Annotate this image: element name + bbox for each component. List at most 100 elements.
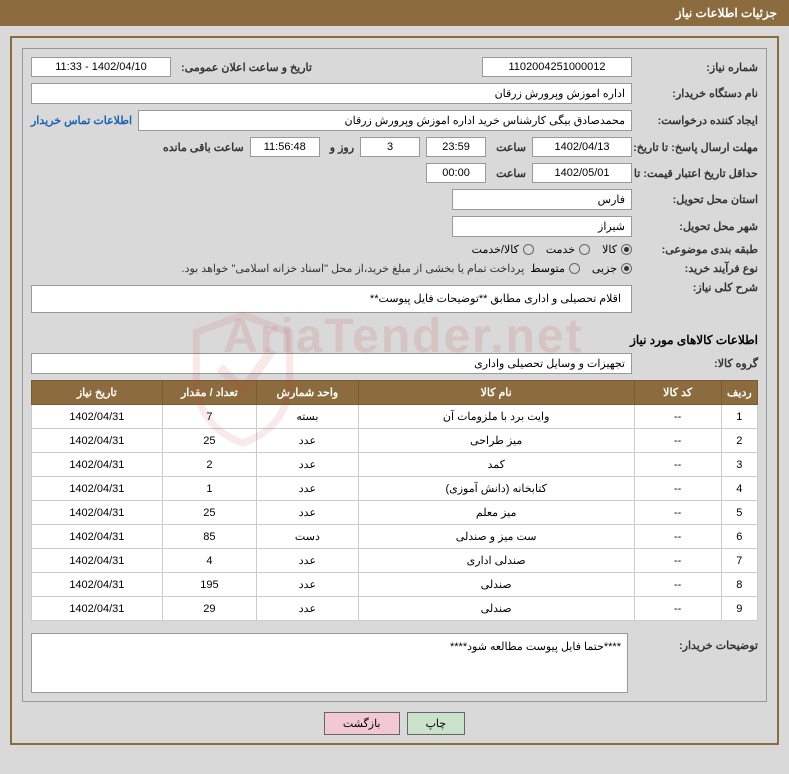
process-radio-group: جزیی متوسط xyxy=(530,262,632,275)
table-cell: 1 xyxy=(721,405,757,429)
buyer-notes-text: ****حتما فایل پیوست مطالعه شود**** xyxy=(450,641,621,653)
category-label: طبقه بندی موضوعی: xyxy=(638,243,758,256)
table-cell: عدد xyxy=(257,549,359,573)
table-cell: 2 xyxy=(721,429,757,453)
buyer-value: اداره اموزش وپرورش زرقان xyxy=(31,83,632,104)
table-cell: میز معلم xyxy=(358,501,634,525)
table-cell: -- xyxy=(634,573,721,597)
radio-dot-icon xyxy=(621,244,632,255)
radio-service[interactable]: خدمت xyxy=(546,243,590,256)
table-cell: صندلی xyxy=(358,573,634,597)
table-cell: دست xyxy=(257,525,359,549)
table-cell: 4 xyxy=(162,549,256,573)
table-cell: 2 xyxy=(162,453,256,477)
process-label: نوع فرآیند خرید: xyxy=(638,262,758,275)
table-cell: 25 xyxy=(162,501,256,525)
radio-minor[interactable]: جزیی xyxy=(592,262,632,275)
table-cell: 1402/04/31 xyxy=(32,477,163,501)
table-row: 5--میز معلمعدد251402/04/31 xyxy=(32,501,758,525)
table-row: 2--میز طراحیعدد251402/04/31 xyxy=(32,429,758,453)
radio-dot-icon xyxy=(569,263,580,274)
deadline-date: 1402/04/13 xyxy=(532,137,632,157)
need-desc-text: اقلام تحصیلی و اداری مطابق **توضیحات فای… xyxy=(370,293,621,305)
print-button[interactable]: چاپ xyxy=(407,712,466,735)
table-cell: 7 xyxy=(162,405,256,429)
page-title: جزئیات اطلاعات نیاز xyxy=(676,6,777,20)
table-cell: 25 xyxy=(162,429,256,453)
table-cell: میز طراحی xyxy=(358,429,634,453)
goods-table: ردیفکد کالانام کالاواحد شمارشتعداد / مقد… xyxy=(31,380,758,621)
table-cell: 8 xyxy=(721,573,757,597)
radio-dot-icon xyxy=(579,244,590,255)
table-cell: 5 xyxy=(721,501,757,525)
table-cell: 3 xyxy=(721,453,757,477)
announce-value: 1402/04/10 - 11:33 xyxy=(31,57,171,77)
table-row: 9--صندلیعدد291402/04/31 xyxy=(32,597,758,621)
table-cell: 1402/04/31 xyxy=(32,597,163,621)
table-cell: -- xyxy=(634,453,721,477)
table-cell: -- xyxy=(634,405,721,429)
radio-medium[interactable]: متوسط xyxy=(530,262,580,275)
table-cell: 29 xyxy=(162,597,256,621)
table-row: 8--صندلیعدد1951402/04/31 xyxy=(32,573,758,597)
radio-medium-label: متوسط xyxy=(530,262,565,275)
city-label: شهر محل تحویل: xyxy=(638,220,758,233)
button-row: چاپ بازگشت xyxy=(12,712,777,735)
table-cell: -- xyxy=(634,597,721,621)
table-row: 6--ست میز و صندلیدست851402/04/31 xyxy=(32,525,758,549)
deadline-label: مهلت ارسال پاسخ: تا تاریخ: xyxy=(638,141,758,154)
need-no-value: 1102004251000012 xyxy=(482,57,632,77)
table-cell: 1402/04/31 xyxy=(32,549,163,573)
province-label: استان محل تحویل: xyxy=(638,193,758,206)
table-row: 1--وایت برد با ملزومات آنبسته71402/04/31 xyxy=(32,405,758,429)
table-cell: -- xyxy=(634,477,721,501)
requester-label: ایجاد کننده درخواست: xyxy=(638,114,758,127)
validity-label: حداقل تاریخ اعتبار قیمت: تا تاریخ: xyxy=(638,167,758,180)
table-header-cell: واحد شمارش xyxy=(257,381,359,405)
table-cell: ست میز و صندلی xyxy=(358,525,634,549)
buyer-notes-box: ****حتما فایل پیوست مطالعه شود**** xyxy=(31,633,628,693)
radio-service-label: خدمت xyxy=(546,243,575,256)
table-cell: صندلی اداری xyxy=(358,549,634,573)
table-cell: 7 xyxy=(721,549,757,573)
table-cell: کتابخانه (دانش آموزی) xyxy=(358,477,634,501)
table-cell: عدد xyxy=(257,477,359,501)
contact-buyer-link[interactable]: اطلاعات تماس خریدار xyxy=(31,114,132,127)
table-cell: 85 xyxy=(162,525,256,549)
radio-dot-icon xyxy=(523,244,534,255)
province-value: فارس xyxy=(452,189,632,210)
table-cell: 195 xyxy=(162,573,256,597)
time-label-2: ساعت xyxy=(492,167,526,180)
deadline-time: 23:59 xyxy=(426,137,486,157)
table-header-cell: تاریخ نیاز xyxy=(32,381,163,405)
table-cell: صندلی xyxy=(358,597,634,621)
time-label-1: ساعت xyxy=(492,141,526,154)
back-button[interactable]: بازگشت xyxy=(324,712,400,735)
table-cell: عدد xyxy=(257,429,359,453)
buyer-notes-label: توضیحات خریدار: xyxy=(638,633,758,652)
table-cell: -- xyxy=(634,549,721,573)
table-cell: 1 xyxy=(162,477,256,501)
remaining-label: ساعت باقی مانده xyxy=(159,141,244,154)
table-cell: 1402/04/31 xyxy=(32,453,163,477)
city-value: شیراز xyxy=(452,216,632,237)
table-row: 4--کتابخانه (دانش آموزی)عدد11402/04/31 xyxy=(32,477,758,501)
goods-info-title: اطلاعات کالاهای مورد نیاز xyxy=(31,333,758,347)
radio-goods[interactable]: کالا xyxy=(602,243,632,256)
days-remaining: 3 xyxy=(360,137,420,157)
table-row: 7--صندلی اداریعدد41402/04/31 xyxy=(32,549,758,573)
table-cell: 1402/04/31 xyxy=(32,405,163,429)
category-radio-group: کالا خدمت کالا/خدمت xyxy=(472,243,632,256)
validity-time: 00:00 xyxy=(426,163,486,183)
table-header-cell: کد کالا xyxy=(634,381,721,405)
radio-both[interactable]: کالا/خدمت xyxy=(472,243,534,256)
announce-label: تاریخ و ساعت اعلان عمومی: xyxy=(177,61,312,74)
table-cell: 1402/04/31 xyxy=(32,573,163,597)
table-cell: بسته xyxy=(257,405,359,429)
validity-date: 1402/05/01 xyxy=(532,163,632,183)
table-cell: عدد xyxy=(257,573,359,597)
radio-both-label: کالا/خدمت xyxy=(472,243,519,256)
group-value: تجهیزات و وسایل تحصیلی واداری xyxy=(31,353,632,374)
table-cell: عدد xyxy=(257,453,359,477)
need-desc-label: شرح کلی نیاز: xyxy=(638,281,758,294)
